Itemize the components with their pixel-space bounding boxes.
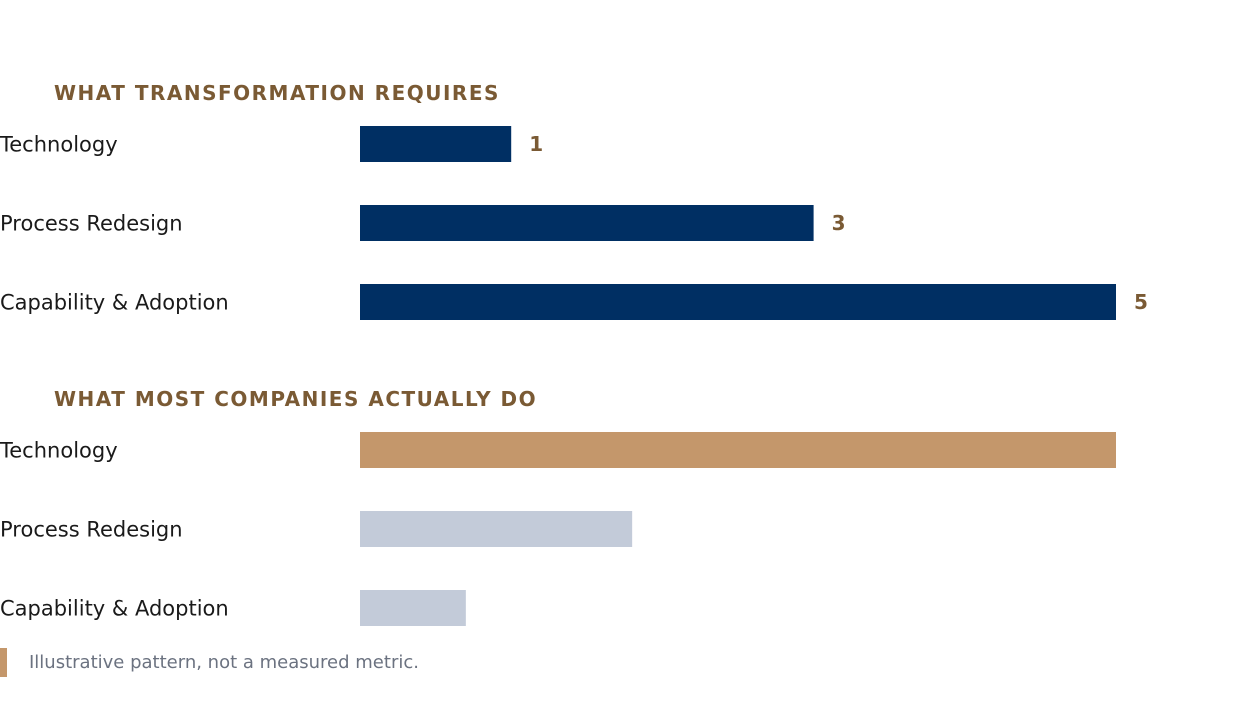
footnote-accent-bar — [0, 648, 7, 677]
bar — [360, 284, 1116, 320]
chart-title: WHAT TRANSFORMATION REQUIRES — [54, 81, 500, 105]
comparison-bar-chart: WHAT TRANSFORMATION REQUIRES Technology 1 P… — [0, 81, 1148, 626]
bar — [360, 126, 512, 162]
category-label: Technology — [0, 132, 118, 156]
category-label: Process Redesign — [0, 517, 183, 541]
category-label: Process Redesign — [0, 211, 183, 235]
bar — [360, 590, 466, 626]
bar — [360, 432, 1116, 468]
category-label: Technology — [0, 438, 118, 462]
chart-title: WHAT MOST COMPANIES ACTUALLY DO — [54, 387, 537, 411]
category-label: Capability & Adoption — [0, 290, 229, 314]
footnote-text: Illustrative pattern, not a measured met… — [29, 652, 419, 673]
value-label: 1 — [529, 132, 543, 156]
value-label: 3 — [832, 211, 846, 235]
chart-section-2: WHAT MOST COMPANIES ACTUALLY DO Technolog… — [0, 387, 1116, 626]
bar — [360, 205, 814, 241]
category-label: Capability & Adoption — [0, 596, 229, 620]
bar — [360, 511, 633, 547]
value-label: 5 — [1134, 290, 1148, 314]
chart-section-1: WHAT TRANSFORMATION REQUIRES Technology 1 P… — [0, 81, 1148, 320]
footnote: Illustrative pattern, not a measured met… — [0, 648, 419, 677]
